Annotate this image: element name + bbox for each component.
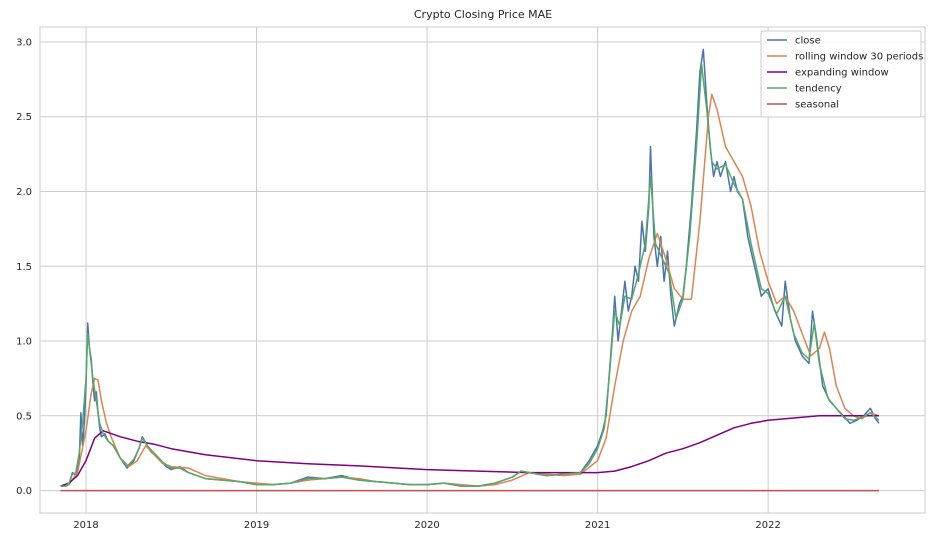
legend-label: rolling window 30 periods bbox=[795, 52, 923, 63]
chart-title: Crypto Closing Price MAE bbox=[414, 8, 552, 21]
legend-label: tendency bbox=[795, 84, 842, 95]
x-tick-label: 2019 bbox=[244, 520, 269, 531]
y-tick-label: 3.0 bbox=[16, 37, 32, 48]
plot-frame bbox=[39, 26, 926, 514]
tick-labels: 2018 2019 2020 2021 2022 0.0 0.5 1.0 1.5 2.0 2.5 3.… bbox=[16, 37, 781, 531]
legend-label: close bbox=[795, 36, 821, 47]
y-tick-label: 0.5 bbox=[16, 411, 32, 422]
x-tick-label: 2020 bbox=[414, 520, 439, 531]
series-line-rolling-window-30-periods bbox=[60, 93, 880, 487]
legend-box bbox=[760, 30, 922, 118]
y-tick-label: 2.5 bbox=[16, 112, 32, 123]
legend: close rolling window 30 periods expanding … bbox=[760, 30, 923, 118]
y-tick-label: 1.5 bbox=[16, 262, 32, 273]
legend-label: expanding window bbox=[795, 68, 889, 79]
y-tick-label: 2.0 bbox=[16, 187, 32, 198]
plot-series bbox=[60, 48, 880, 492]
x-tick-label: 2018 bbox=[73, 520, 98, 531]
x-tick-label: 2022 bbox=[755, 520, 780, 531]
series-line-expanding-window bbox=[60, 415, 879, 487]
y-tick-label: 1.0 bbox=[16, 337, 32, 348]
series-line-tendency bbox=[60, 63, 880, 487]
x-tick-label: 2021 bbox=[585, 520, 610, 531]
legend-label: seasonal bbox=[795, 100, 839, 111]
y-tick-label: 0.0 bbox=[16, 486, 32, 497]
